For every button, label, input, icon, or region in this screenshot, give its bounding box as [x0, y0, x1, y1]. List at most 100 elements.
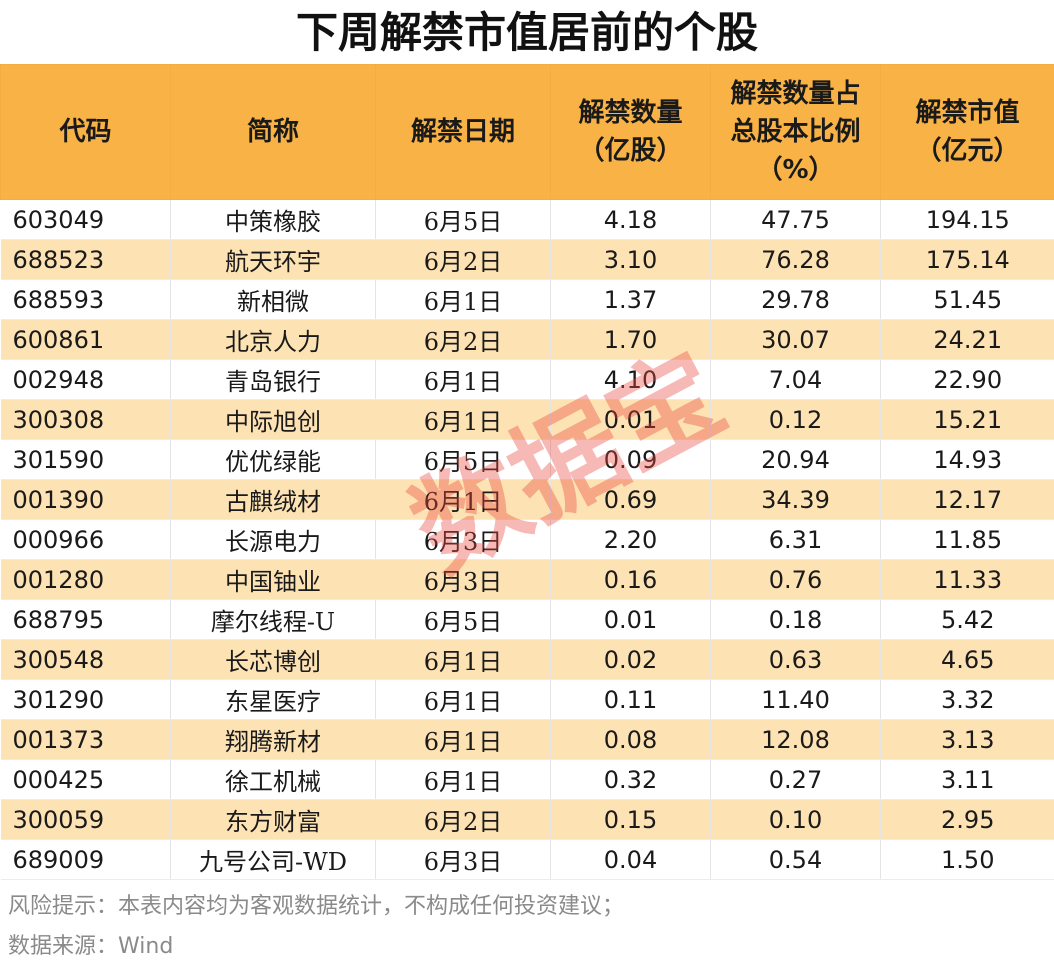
header-code: 代码 — [0, 64, 171, 200]
header-unlock-value: 解禁市值 （亿元） — [880, 64, 1054, 200]
cell-unlock-shares: 1.70 — [550, 319, 711, 360]
cell-date: 6月1日 — [375, 479, 551, 520]
cell-unlock-value: 15.21 — [880, 399, 1054, 440]
cell-name: 九号公司-WD — [170, 839, 376, 880]
cell-unlock-value: 194.15 — [880, 199, 1054, 240]
cell-name: 优优绿能 — [170, 439, 376, 480]
cell-date: 6月1日 — [375, 279, 551, 320]
table-row: 688523 航天环宇 6月2日 3.10 76.28 175.14 — [0, 239, 1054, 280]
cell-name: 古麒绒材 — [170, 479, 376, 520]
cell-unlock-value: 175.14 — [880, 239, 1054, 280]
cell-unlock-shares: 1.37 — [550, 279, 711, 320]
cell-name: 东星医疗 — [170, 679, 376, 720]
cell-code: 300548 — [0, 639, 171, 680]
cell-code: 300308 — [0, 399, 171, 440]
cell-name: 中际旭创 — [170, 399, 376, 440]
cell-date: 6月2日 — [375, 319, 551, 360]
cell-date: 6月5日 — [375, 439, 551, 480]
cell-unlock-ratio: 0.12 — [710, 399, 881, 440]
cell-unlock-value: 1.50 — [880, 839, 1054, 880]
cell-unlock-value: 4.65 — [880, 639, 1054, 680]
cell-unlock-ratio: 0.76 — [710, 559, 881, 600]
table-row: 689009 九号公司-WD 6月3日 0.04 0.54 1.50 — [0, 839, 1054, 880]
cell-code: 001390 — [0, 479, 171, 520]
cell-code: 001280 — [0, 559, 171, 600]
cell-date: 6月3日 — [375, 559, 551, 600]
cell-date: 6月3日 — [375, 519, 551, 560]
cell-date: 6月5日 — [375, 599, 551, 640]
cell-unlock-value: 2.95 — [880, 799, 1054, 840]
cell-date: 6月1日 — [375, 679, 551, 720]
cell-unlock-ratio: 34.39 — [710, 479, 881, 520]
header-line: 简称 — [246, 117, 299, 147]
page-title: 下周解禁市值居前的个股 — [295, 8, 758, 57]
cell-name: 徐工机械 — [170, 759, 376, 800]
cell-unlock-shares: 2.20 — [550, 519, 711, 560]
table-row: 300059 东方财富 6月2日 0.15 0.10 2.95 — [0, 799, 1054, 840]
cell-code: 688795 — [0, 599, 171, 640]
unlock-table: 代码 简称 解禁日期 解禁数量 （亿股） 解禁数量占 总股本比例 （%） 解禁市值 （亿元） 60… — [0, 64, 1054, 880]
cell-unlock-value: 11.33 — [880, 559, 1054, 600]
cell-code: 600861 — [0, 319, 171, 360]
cell-unlock-value: 24.21 — [880, 319, 1054, 360]
header-line: （亿元） — [915, 136, 1020, 166]
cell-name: 翔腾新材 — [170, 719, 376, 760]
cell-date: 6月1日 — [375, 719, 551, 760]
cell-unlock-ratio: 0.54 — [710, 839, 881, 880]
cell-unlock-shares: 0.32 — [550, 759, 711, 800]
cell-unlock-value: 3.32 — [880, 679, 1054, 720]
cell-name: 新相微 — [170, 279, 376, 320]
cell-code: 301590 — [0, 439, 171, 480]
cell-code: 688593 — [0, 279, 171, 320]
table-body: 603049 中策橡胶 6月5日 4.18 47.75 194.15 688523 航天环宇 6… — [0, 199, 1054, 880]
cell-unlock-shares: 0.02 — [550, 639, 711, 680]
cell-unlock-value: 5.42 — [880, 599, 1054, 640]
cell-code: 000425 — [0, 759, 171, 800]
cell-name: 中国铀业 — [170, 559, 376, 600]
table-row: 001373 翔腾新材 6月1日 0.08 12.08 3.13 — [0, 719, 1054, 760]
cell-unlock-ratio: 30.07 — [710, 319, 881, 360]
data-source: 数据来源：Wind — [8, 934, 174, 959]
risk-note: 风险提示：本表内容均为客观数据统计，不构成任何投资建议； — [8, 894, 625, 919]
cell-date: 6月5日 — [375, 199, 551, 240]
cell-name: 中策橡胶 — [170, 199, 376, 240]
table-row: 001280 中国铀业 6月3日 0.16 0.76 11.33 — [0, 559, 1054, 600]
header-line: 解禁市值 — [915, 98, 1020, 128]
cell-unlock-shares: 0.16 — [550, 559, 711, 600]
cell-date: 6月1日 — [375, 359, 551, 400]
cell-unlock-value: 22.90 — [880, 359, 1054, 400]
cell-unlock-ratio: 20.94 — [710, 439, 881, 480]
cell-unlock-shares: 0.01 — [550, 399, 711, 440]
table-row: 688593 新相微 6月1日 1.37 29.78 51.45 — [0, 279, 1054, 320]
header-line: 解禁数量占 — [730, 79, 861, 109]
header-line: 解禁数量 — [578, 98, 683, 128]
cell-unlock-ratio: 76.28 — [710, 239, 881, 280]
cell-unlock-value: 51.45 — [880, 279, 1054, 320]
table-row: 002948 青岛银行 6月1日 4.10 7.04 22.90 — [0, 359, 1054, 400]
cell-code: 603049 — [0, 199, 171, 240]
table-row: 300308 中际旭创 6月1日 0.01 0.12 15.21 — [0, 399, 1054, 440]
cell-unlock-shares: 4.10 — [550, 359, 711, 400]
cell-unlock-ratio: 29.78 — [710, 279, 881, 320]
cell-unlock-value: 14.93 — [880, 439, 1054, 480]
table-row: 301590 优优绿能 6月5日 0.09 20.94 14.93 — [0, 439, 1054, 480]
cell-name: 北京人力 — [170, 319, 376, 360]
cell-unlock-ratio: 0.63 — [710, 639, 881, 680]
cell-date: 6月1日 — [375, 639, 551, 680]
cell-code: 688523 — [0, 239, 171, 280]
cell-unlock-ratio: 0.27 — [710, 759, 881, 800]
header-line: （%） — [756, 155, 835, 185]
table-row: 000425 徐工机械 6月1日 0.32 0.27 3.11 — [0, 759, 1054, 800]
cell-date: 6月1日 — [375, 399, 551, 440]
cell-name: 航天环宇 — [170, 239, 376, 280]
header-line: 解禁日期 — [410, 117, 515, 147]
header-name: 简称 — [170, 64, 376, 200]
cell-unlock-ratio: 11.40 — [710, 679, 881, 720]
cell-unlock-ratio: 47.75 — [710, 199, 881, 240]
header-unlock-ratio: 解禁数量占 总股本比例 （%） — [710, 64, 881, 200]
cell-unlock-shares: 0.01 — [550, 599, 711, 640]
cell-code: 002948 — [0, 359, 171, 400]
header-date: 解禁日期 — [375, 64, 551, 200]
cell-date: 6月3日 — [375, 839, 551, 880]
table-row: 000966 长源电力 6月3日 2.20 6.31 11.85 — [0, 519, 1054, 560]
